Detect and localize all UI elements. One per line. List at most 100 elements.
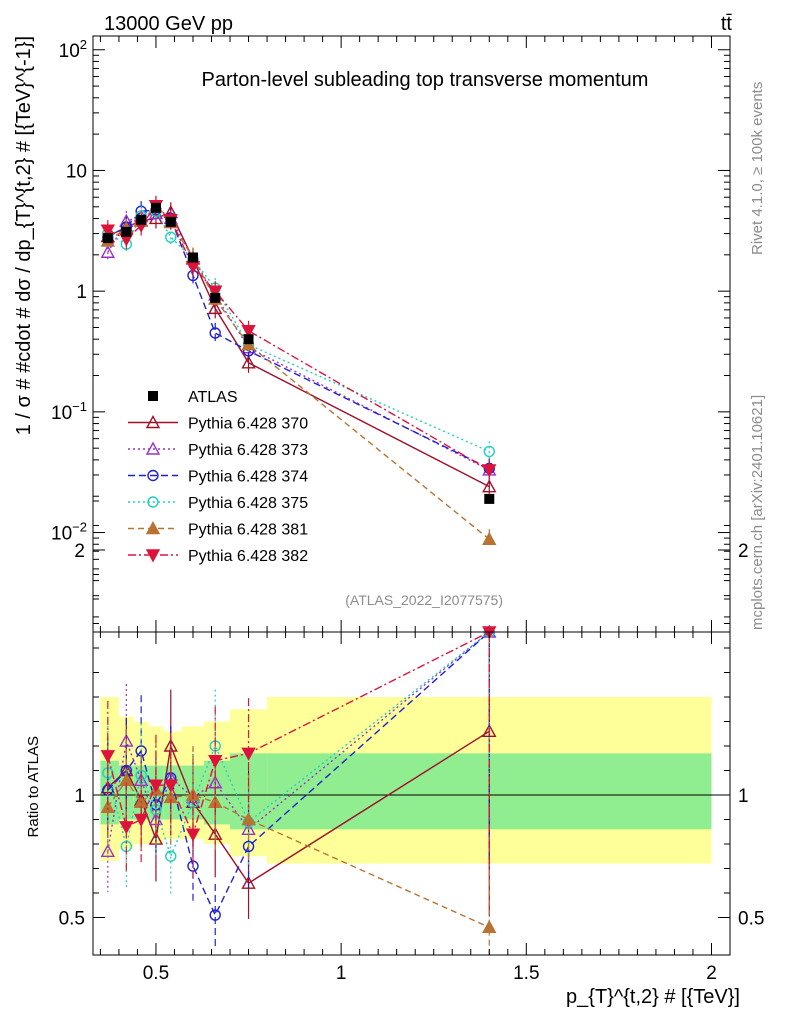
series-line: [107, 205, 490, 540]
legend-label: Pythia 6.428 375: [188, 495, 308, 512]
ratio-point: [119, 821, 134, 835]
legend-entry-5: Pythia 6.428 381: [128, 521, 308, 539]
legend-marker: [147, 469, 159, 482]
ratio-axes: 0.5 1 1.5 2 0.5 0.5 1 1 2 2: [59, 500, 764, 984]
ratio-line: [107, 631, 490, 852]
atlas-point: [243, 334, 254, 345]
ratio-point: [165, 850, 177, 862]
x-tick-label: 1.5: [513, 963, 539, 984]
atlas-point: [187, 252, 198, 263]
legend-marker: [145, 441, 161, 455]
analysis-label: (ATLAS_2022_I2077575): [345, 592, 503, 608]
legend-marker: [147, 496, 159, 508]
atlas-point: [484, 493, 495, 504]
series-6-main: [100, 195, 497, 480]
ratio-point: [482, 919, 497, 933]
ratio-y-tick-label-right: 1: [738, 786, 749, 807]
data-point: [482, 464, 497, 478]
main-panel: 10−2 10−1 1 10 102 Parton-level subleading t…: [13, 35, 731, 633]
rivet-label: Rivet 4.1.0, ≥ 100k events: [749, 82, 766, 255]
y-tick-label: 10−1: [51, 399, 87, 424]
process-label: tt̄: [721, 13, 733, 35]
ratio-line: [107, 631, 490, 837]
ratio-panel-frame: [92, 631, 731, 956]
x-tick-label: 1: [336, 963, 347, 984]
data-point: [148, 206, 164, 220]
data-point: [100, 224, 115, 238]
legend-entry-3: Pythia 6.428 374: [128, 469, 308, 486]
atlas-point: [165, 216, 176, 227]
data-point: [241, 337, 256, 351]
ratio-y-tick-label-right: 0.5: [738, 909, 764, 930]
ratio-point: [242, 840, 255, 853]
main-panel-frame: [92, 35, 731, 633]
legend-entry-atlas: ATLAS: [148, 389, 238, 406]
series-line: [107, 209, 490, 470]
legend-entry-6: Pythia 6.428 382: [128, 548, 308, 565]
ratio-point: [100, 843, 115, 858]
ratio-point: [241, 875, 256, 889]
data-point: [209, 327, 221, 339]
legend-label: Pythia 6.428 374: [188, 469, 308, 486]
atlas-point: [121, 226, 132, 237]
atlas-point: [102, 233, 113, 244]
ratio-y-tick-label: 1: [74, 786, 85, 807]
ratio-panel: 0.5 1 1.5 2 0.5 0.5 1 1 2 2 Ratio to ATLAS p_{T}^…: [25, 500, 764, 1008]
ratio-plot-marks: [100, 624, 497, 955]
data-point: [482, 479, 497, 493]
ratio-point: [241, 812, 256, 826]
legend-marker: [148, 391, 158, 401]
legend-marker: [145, 415, 161, 429]
main-plot-marks: [100, 195, 497, 550]
legend: ATLAS Pythia 6.428 370 Pythia 6.428 373 Pyt…: [128, 389, 308, 565]
y-tick-label: 1: [76, 282, 87, 303]
legend-entry-1: Pythia 6.428 370: [128, 415, 308, 433]
legend-entry-2: Pythia 6.428 373: [128, 441, 308, 459]
legend-marker: [145, 521, 161, 535]
legend-label: Pythia 6.428 373: [188, 442, 308, 459]
legend-label: Pythia 6.428 370: [188, 416, 308, 433]
ratio-point: [148, 779, 164, 793]
data-point: [241, 325, 256, 339]
y-tick-label: 102: [59, 37, 87, 62]
atlas-point: [150, 202, 161, 213]
atlas-point: [136, 214, 147, 225]
legend-marker: [145, 549, 161, 563]
data-point: [208, 300, 223, 315]
y-tick-label: 10−2: [51, 520, 87, 545]
series-3-main: [102, 200, 495, 479]
series-6-ratio: [100, 626, 497, 878]
main-y-axis: 10−2 10−1 1 10 102: [51, 36, 730, 632]
x-axis-label: p_{T}^{t,2} # [{TeV}]: [566, 986, 740, 1008]
x-tick-label: 2: [706, 963, 717, 984]
ratio-y-tick-label: 2: [74, 541, 85, 562]
ratio-point: [208, 755, 223, 769]
legend-label: Pythia 6.428 381: [188, 522, 308, 539]
data-point: [483, 445, 495, 458]
legend-label: ATLAS: [188, 389, 238, 406]
main-y-axis-label: 1 / σ # #cdot # dσ / dp_{T}^{t,2} # [{Te…: [13, 36, 35, 435]
ratio-point: [100, 750, 115, 764]
ratio-point: [163, 779, 178, 793]
data-point: [165, 231, 177, 243]
ratio-point: [185, 828, 201, 842]
energy-label: 13000 GeV pp: [104, 13, 233, 35]
data-point: [208, 285, 223, 299]
legend-entry-4: Pythia 6.428 375: [128, 495, 308, 512]
ratio-point: [241, 747, 256, 761]
series-line: [107, 212, 490, 471]
ratio-y-axis-label: Ratio to ATLAS: [25, 736, 42, 837]
data-point: [100, 244, 115, 258]
chart-title: Parton-level subleading top transverse m…: [202, 69, 649, 91]
ratio-point: [133, 813, 149, 827]
ratio-point: [209, 909, 221, 921]
data-point: [241, 355, 256, 369]
x-tick-label: 0.5: [143, 963, 169, 984]
mcplots-label: mcplots.cern.ch [arXiv:2401.10621]: [749, 395, 766, 630]
y-tick-label: 10: [66, 161, 87, 182]
atlas-data-points: [102, 202, 495, 504]
legend-label: Pythia 6.428 382: [188, 548, 308, 565]
ratio-point: [100, 799, 115, 813]
data-point: [482, 531, 497, 545]
